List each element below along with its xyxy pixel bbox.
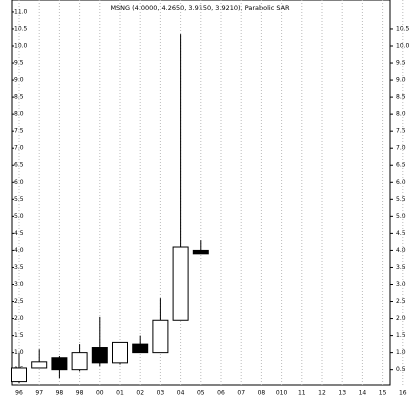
x-tick-label: 06 <box>217 390 225 397</box>
x-tick-label: 03 <box>157 390 165 397</box>
candle-body <box>152 319 169 354</box>
y2-tick-label: 4.5 <box>396 230 406 237</box>
x-tick-label: 98 <box>56 390 64 397</box>
y-tick-label: 2.5 <box>14 298 24 305</box>
y2-tick-label: 3.0 <box>396 281 406 288</box>
y2-tick-label: 2.5 <box>396 298 406 305</box>
y2-tick-label: 7.0 <box>396 145 406 152</box>
candle-body <box>51 357 68 371</box>
x-tick-label: 08 <box>258 390 266 397</box>
y2-tick-label: 6.0 <box>396 179 406 186</box>
x-tick-label: 96 <box>15 390 23 397</box>
candle-body <box>132 343 149 354</box>
x-tick-label: 00 <box>96 390 104 397</box>
x-tick-label: 11 <box>298 390 306 397</box>
y-tick-label: 11.0 <box>14 8 28 15</box>
x-tick-label: 04 <box>177 390 185 397</box>
y2-tick-label: 8.0 <box>396 111 406 118</box>
y2-tick-label: 6.5 <box>396 162 406 169</box>
x-tick-label: 05 <box>197 390 205 397</box>
x-tick-label: 97 <box>35 390 43 397</box>
candle-body <box>112 341 128 364</box>
y-tick-label: 4.5 <box>14 230 24 237</box>
y-tick-label: 6.0 <box>14 179 24 186</box>
y-tick-label: 10.0 <box>14 42 28 49</box>
y-tick-label: 7.5 <box>14 128 24 135</box>
y-tick-label: 1.5 <box>14 332 24 339</box>
candle-body <box>91 347 108 364</box>
y2-tick-label: 2.0 <box>396 315 406 322</box>
candle-body <box>172 246 189 321</box>
x-tick-label: 14 <box>359 390 367 397</box>
candle-body <box>11 367 27 383</box>
y2-tick-label: 9.0 <box>396 77 406 84</box>
candle-body <box>31 361 48 369</box>
y-tick-label: 10.5 <box>14 25 28 32</box>
y-tick-label: 9.0 <box>14 77 24 84</box>
y-tick-label: 7.0 <box>14 145 24 152</box>
x-tick-label: 010 <box>276 390 288 397</box>
y-tick-label: 3.0 <box>14 281 24 288</box>
y-tick-label: 5.5 <box>14 196 24 203</box>
y2-tick-label: 1.5 <box>396 332 406 339</box>
chart-title: MSNG (4.0000, 4.2650, 3.9150, 3.9210), P… <box>110 4 290 12</box>
candle-body <box>71 352 88 371</box>
y2-tick-label: 1.0 <box>396 349 406 356</box>
y2-tick-label: 8.5 <box>396 94 406 101</box>
x-tick-label: 16 <box>399 390 407 397</box>
x-tick-label: 12 <box>318 390 326 397</box>
y2-tick-label: 9.5 <box>396 60 406 67</box>
x-tick-label: 02 <box>136 390 144 397</box>
x-tick-label: 15 <box>379 390 387 397</box>
y2-tick-label: 4.0 <box>396 247 406 254</box>
x-tick-label: 13 <box>338 390 346 397</box>
y2-tick-label: 0.5 <box>396 366 406 373</box>
y-tick-label: 8.5 <box>14 94 24 101</box>
x-tick-label: 01 <box>116 390 124 397</box>
y2-tick-label: 7.5 <box>396 128 406 135</box>
x-tick-label: 07 <box>237 390 245 397</box>
y-tick-label: 4.0 <box>14 247 24 254</box>
y2-tick-label: 5.5 <box>396 196 406 203</box>
candle-body <box>192 249 209 255</box>
y2-tick-label: 3.5 <box>396 264 406 271</box>
y2-tick-label: 10.5 <box>396 25 410 32</box>
x-tick-label: 98 <box>76 390 84 397</box>
y2-tick-label: 5.0 <box>396 213 406 220</box>
